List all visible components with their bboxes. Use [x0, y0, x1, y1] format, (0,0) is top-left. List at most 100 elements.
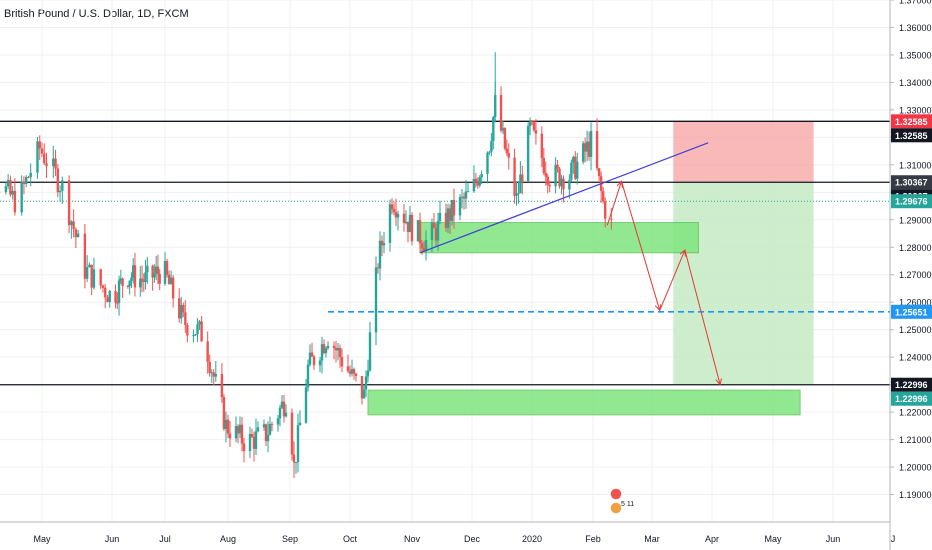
candle-body	[318, 360, 322, 366]
candle-body	[513, 157, 516, 196]
candle-body	[360, 375, 364, 399]
candle-body	[146, 265, 149, 273]
price-tick-label: 1.29000	[899, 215, 932, 225]
candle-body	[382, 242, 386, 246]
candle-body	[346, 366, 350, 372]
forecast-arrow	[659, 250, 685, 311]
candle-body	[505, 148, 509, 154]
take-profit-zone	[673, 182, 814, 385]
candle-body	[420, 243, 424, 249]
candle-body	[24, 177, 28, 184]
candle-body	[284, 412, 288, 417]
candle-body	[507, 153, 510, 158]
price-label-box	[891, 194, 932, 209]
candle-body	[320, 344, 324, 361]
candle-body	[515, 193, 518, 196]
candle-body	[585, 141, 589, 152]
candle-body	[390, 204, 394, 210]
candle-body	[528, 121, 532, 127]
candle-body	[224, 419, 228, 429]
candle-body	[262, 424, 266, 428]
time-tick-label: Jun	[826, 534, 841, 544]
candle-body	[238, 424, 242, 434]
candle-body	[76, 233, 80, 238]
candle-body	[452, 199, 456, 216]
candle-body	[264, 424, 268, 442]
candle-body	[310, 352, 314, 357]
candle-body	[290, 412, 294, 455]
candle-body	[444, 212, 448, 228]
candle-body	[132, 265, 135, 278]
candle-body	[480, 173, 483, 178]
candle-body	[58, 190, 62, 193]
candle-body	[234, 426, 238, 439]
candle-body	[546, 176, 549, 185]
candle-body	[13, 190, 17, 213]
candle-body	[236, 426, 240, 434]
candle-body	[462, 196, 466, 199]
price-tick-label: 1.20000	[899, 463, 932, 473]
candle-body	[517, 193, 520, 195]
candle-body	[568, 179, 571, 190]
time-tick-label: Nov	[404, 534, 421, 544]
candle-body	[394, 212, 398, 218]
candle-body	[532, 122, 536, 131]
price-tick-label: 1.36000	[899, 23, 932, 33]
candle-body	[326, 345, 330, 349]
price-label-red: 1.32585	[895, 117, 928, 127]
candle-body	[322, 344, 326, 354]
candle-body	[292, 454, 296, 463]
price-tick-label: 1.25000	[899, 325, 932, 335]
forecast-arrow	[684, 249, 720, 385]
candle-body	[544, 172, 547, 177]
candle-body	[501, 128, 505, 131]
candle-body	[338, 347, 342, 358]
candle-body	[436, 220, 440, 241]
candle-body	[595, 131, 599, 169]
price-label-green: 1.29676	[895, 197, 928, 207]
candle-body	[336, 347, 340, 351]
time-tick-label: Apr	[705, 534, 719, 544]
price-tick-label: 1.22000	[899, 408, 932, 418]
candle-body	[526, 126, 530, 182]
time-tick-label: May	[764, 534, 782, 544]
candle-body	[560, 178, 563, 187]
time-tick-label: Jun	[105, 534, 120, 544]
chart-title: British Pound / U.S. Dollar, 1D, FXCM	[4, 8, 189, 20]
candle-body	[368, 332, 372, 371]
price-label-black: 1.32585	[895, 131, 928, 141]
price-tick-label: 1.37000	[899, 0, 932, 6]
candle-body	[250, 433, 254, 437]
candle-body	[108, 291, 111, 303]
candle-body	[610, 218, 613, 220]
candle-body	[38, 141, 41, 149]
candle-body	[376, 267, 380, 269]
candle-body	[180, 305, 183, 319]
candle-body	[104, 287, 107, 298]
price-label-box	[891, 128, 932, 143]
demand-zone-1	[419, 222, 699, 254]
candle-body	[587, 141, 591, 157]
candle-body	[212, 372, 215, 377]
candle-body	[171, 277, 175, 299]
candle-body	[85, 267, 89, 279]
candle-body	[36, 141, 39, 173]
candle-body	[144, 272, 147, 282]
candle-body	[29, 172, 32, 178]
time-tick-label: J	[891, 534, 896, 544]
candle-body	[167, 274, 171, 285]
candle-body	[106, 297, 109, 303]
candle-body	[222, 397, 226, 429]
candle-body	[54, 158, 57, 169]
candle-body	[268, 423, 272, 435]
candle-body	[92, 269, 96, 288]
candle-body	[280, 401, 284, 408]
candle-body	[540, 133, 544, 158]
candle-body	[67, 180, 71, 226]
candle-body	[266, 434, 270, 442]
candle-body	[438, 212, 442, 221]
candle-body	[83, 233, 87, 279]
candle-body	[27, 177, 30, 179]
candle-body	[432, 222, 436, 229]
